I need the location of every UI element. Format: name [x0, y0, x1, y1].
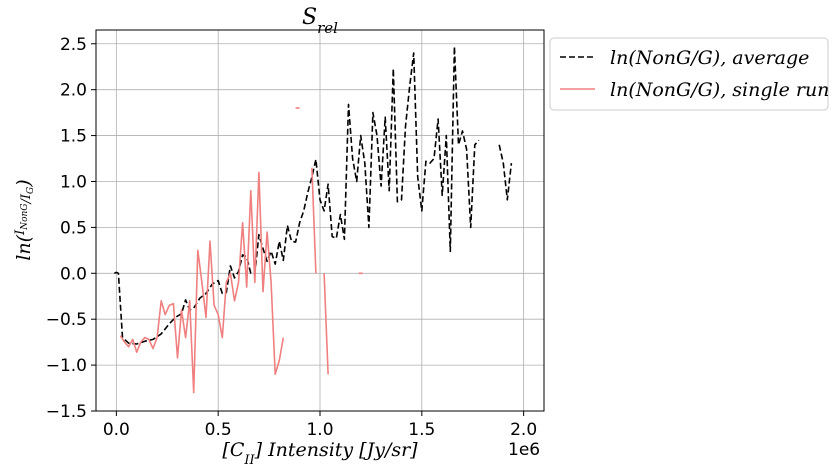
legend-label-average: ln(NonG/G), average — [610, 47, 809, 69]
grid-lines — [96, 30, 544, 412]
x-tick-label: 1.0 — [306, 420, 333, 440]
series-line-average-segment-0 — [113, 45, 480, 345]
legend: ln(NonG/G), average ln(NonG/G), single r… — [549, 37, 829, 111]
x-tick-label: 0.0 — [103, 420, 130, 440]
y-tick-label: −0.5 — [46, 310, 87, 330]
series-line-single-run-segment-0 — [119, 171, 285, 394]
y-tick-label: 1.5 — [60, 127, 87, 147]
y-tick-label: 2.5 — [60, 35, 87, 55]
legend-label-single-run: ln(NonG/G), single run — [610, 79, 829, 101]
series-line-average-segment-1 — [498, 144, 513, 201]
svg-text:ln(INonG/IG): ln(INonG/IG) — [13, 179, 36, 260]
y-axis: −1.5 −1.0 −0.5 0.0 0.5 1.0 1.5 2.0 2.5 — [46, 35, 96, 422]
series-layer — [113, 45, 513, 394]
series-line-single-run-segment-3 — [323, 273, 329, 375]
x-axis: 0.0 0.5 1.0 1.5 2.0 — [103, 411, 537, 440]
x-tick-label: 1.5 — [408, 420, 435, 440]
x-offset-label: 1e6 — [508, 440, 540, 460]
y-tick-label: 0.0 — [60, 264, 87, 284]
chart-title: Srel — [302, 5, 338, 37]
y-tick-label: −1.5 — [46, 402, 87, 422]
series-line-single-run-segment-2 — [311, 167, 317, 274]
y-tick-label: 1.0 — [60, 172, 87, 192]
y-tick-label: −1.0 — [46, 356, 87, 376]
x-tick-label: 0.5 — [205, 420, 232, 440]
y-tick-label: 0.5 — [60, 218, 87, 238]
legend-box — [549, 37, 829, 111]
x-axis-label: [CII] Intensity [Jy/sr] — [222, 439, 418, 468]
y-axis-label: ln(INonG/IG) — [13, 179, 36, 260]
y-tick-label: 2.0 — [60, 81, 87, 101]
x-tick-label: 2.0 — [510, 420, 537, 440]
